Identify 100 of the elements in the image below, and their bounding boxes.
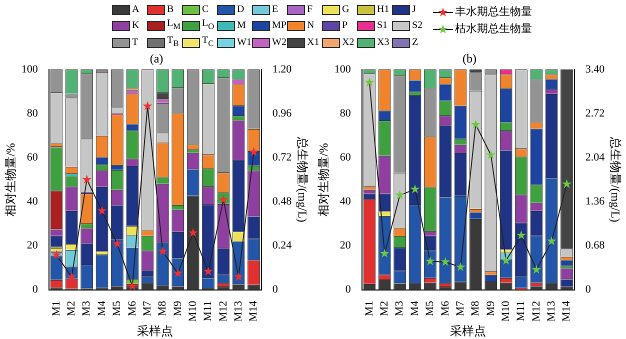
y2-tick-label: 2.04 — [585, 151, 606, 164]
legend-label: MP — [272, 20, 286, 32]
legend-label: E — [272, 4, 278, 16]
legend-label: K — [132, 20, 140, 32]
y-tick-label: 80 — [26, 107, 38, 120]
y-axis-title: 相对生物量/% — [3, 142, 18, 216]
point — [562, 179, 572, 188]
y2-tick-label: 2.72 — [585, 107, 605, 120]
y2-axis-title: 总生物量/(mg/L) — [608, 136, 623, 222]
legend-label: T$_{B}$ — [167, 35, 179, 50]
x-tick-label: M10 — [186, 300, 199, 322]
point — [440, 256, 450, 266]
legend-label: Z — [412, 36, 418, 48]
y-tick-label: 60 — [26, 151, 38, 164]
x-tick-label: M14 — [560, 300, 573, 322]
point — [516, 230, 526, 240]
point — [112, 238, 122, 248]
x-tick-label: M4 — [96, 300, 108, 316]
x-axis-title: 采样点 — [137, 324, 174, 338]
y2-tick-label: 0 — [585, 284, 592, 296]
x-tick-label: M2 — [66, 300, 78, 316]
legend-label: B — [167, 4, 174, 16]
x-tick-label: M2 — [378, 300, 391, 316]
legend-label: L$_{M}$ — [167, 18, 181, 33]
legend-label: 枯水期总生物量 — [455, 22, 532, 36]
legend-label: S1 — [377, 20, 388, 32]
x-tick-label: M7 — [454, 300, 466, 316]
y-tick-label: 100 — [334, 63, 352, 76]
legend-label: 丰水期总生物量 — [455, 5, 532, 19]
point — [486, 150, 496, 160]
x-tick-label: M9 — [484, 300, 497, 316]
x-tick-label: M11 — [202, 300, 214, 322]
x-tick-label: M11 — [515, 300, 528, 322]
point — [470, 120, 480, 129]
legend-label: A — [132, 4, 140, 16]
legend-label: M — [237, 20, 246, 32]
x-axis-title: 采样点 — [450, 324, 486, 338]
legend-label: W2 — [272, 36, 286, 48]
x-tick-label: M12 — [530, 300, 542, 322]
legend-label: L$_{O}$ — [202, 18, 214, 33]
legend-label: X3 — [377, 36, 390, 48]
x-tick-label: M7 — [141, 300, 154, 316]
y2-tick-label: 0 — [272, 284, 278, 296]
x-tick-label: M1 — [50, 300, 62, 316]
y-tick-label: 0 — [32, 284, 38, 296]
point — [380, 248, 390, 258]
x-tick-label: M5 — [111, 300, 124, 316]
point — [234, 272, 244, 282]
point — [410, 184, 420, 194]
x-tick-label: M13 — [545, 300, 558, 322]
x-tick-label: M1 — [363, 300, 376, 316]
point — [364, 77, 374, 86]
point — [66, 272, 76, 282]
point — [52, 250, 62, 259]
point — [249, 147, 259, 156]
y-tick-label: 80 — [340, 107, 352, 120]
y2-tick-label: 0.68 — [585, 240, 606, 252]
y-tick-label: 0 — [345, 284, 352, 296]
x-tick-label: M3 — [394, 300, 406, 316]
y-tick-label: 20 — [26, 240, 38, 252]
point — [142, 101, 152, 110]
point — [395, 190, 405, 200]
legend-label: T$_{C}$ — [202, 35, 214, 50]
y-tick-label: 60 — [340, 151, 352, 164]
point — [203, 266, 213, 276]
legend-label: N — [307, 20, 314, 32]
legend-label: T — [132, 36, 138, 48]
y-tick-label: 40 — [340, 196, 352, 208]
chart-title: (b) — [462, 51, 476, 66]
legend-label: J — [412, 4, 416, 16]
legend-label: F — [307, 4, 313, 16]
y2-axis-title: 总生物量/(mg/L) — [296, 136, 310, 222]
legend-label: X2 — [342, 36, 354, 48]
point — [501, 256, 511, 265]
y2-tick-label: 1.36 — [585, 196, 606, 208]
legend-label: W1 — [237, 36, 252, 48]
legend-label: X1 — [307, 36, 320, 48]
legend-label: S2 — [412, 20, 423, 32]
y2-tick-label: 0.96 — [272, 107, 292, 120]
x-tick-label: M3 — [80, 300, 93, 316]
x-tick-label: M10 — [500, 300, 512, 322]
y-tick-label: 40 — [26, 196, 38, 208]
x-tick-label: M8 — [156, 300, 169, 316]
x-tick-label: M12 — [217, 300, 230, 322]
point — [97, 206, 107, 215]
x-tick-label: M8 — [470, 300, 482, 316]
chart-title: (a) — [150, 51, 164, 66]
point — [532, 264, 542, 274]
point — [82, 174, 92, 184]
y2-tick-label: 0.48 — [272, 196, 292, 208]
x-tick-label: M5 — [424, 300, 436, 316]
x-tick-label: M13 — [232, 300, 244, 322]
y-axis-title: 相对生物量/% — [316, 142, 330, 216]
legend-label: C — [202, 4, 209, 16]
y2-tick-label: 0.24 — [272, 240, 292, 252]
x-tick-label: M6 — [439, 300, 452, 316]
legend-label: D — [237, 4, 244, 16]
x-tick-label: M9 — [172, 300, 184, 316]
y-tick-label: 20 — [340, 240, 352, 252]
y-tick-label: 100 — [21, 63, 38, 76]
